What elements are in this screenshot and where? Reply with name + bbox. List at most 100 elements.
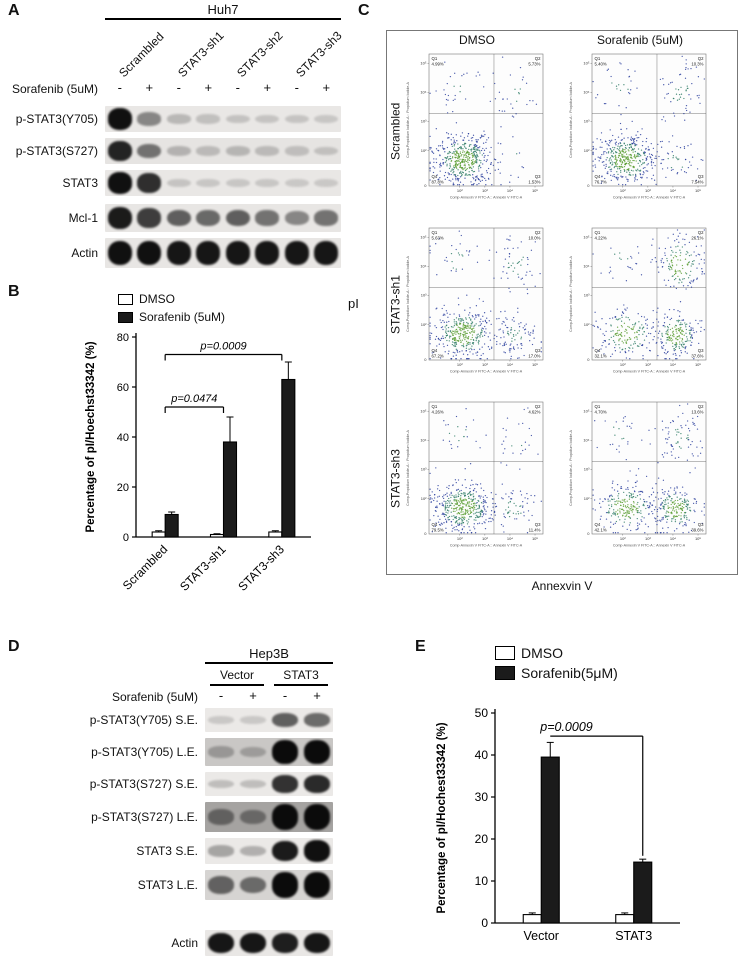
dmso-swatch [495, 646, 515, 660]
blot-strip [105, 138, 341, 164]
blot-band [239, 779, 267, 789]
blot-band [137, 240, 162, 266]
x-tick-label: 10² [620, 362, 626, 367]
y-tick-label: 10⁴ [420, 264, 426, 269]
scatter-points [592, 403, 705, 534]
y-tick-label: 10⁵ [583, 61, 589, 66]
dmso-legend-label: DMSO [521, 645, 563, 661]
y-zero-label: 0 [587, 357, 590, 362]
y-tick-label: 20 [117, 482, 129, 494]
q3-value: 37.6% [691, 354, 703, 359]
blot-band [271, 840, 299, 862]
flow-y-axis-title: Comp-Propidium Iodide-A :: Propidium Iod… [406, 256, 410, 332]
blot-band [303, 740, 331, 764]
scatter-points [429, 230, 542, 360]
blot-band [314, 241, 339, 265]
q4-value: 42.1% [595, 528, 607, 533]
x-tick-label: 10⁵ [695, 188, 701, 193]
blot-strip [105, 106, 341, 132]
q4-label: Q4 [595, 174, 601, 179]
y-tick-label: 10² [421, 496, 427, 501]
blot-band [314, 210, 339, 226]
q1-label: Q1 [595, 404, 601, 409]
panel-b-legend: DMSO Sorafenib (5uM) [118, 292, 225, 328]
panel-c-row-label-sh1: STAT3-sh1 [388, 275, 403, 335]
blot-band [314, 114, 339, 124]
flow-x-axis-title: Comp-Annexin V FITC-A :: Annexin V FITC-… [450, 196, 523, 200]
panel-d-cell-line: Hep3B [249, 646, 289, 661]
blot-band [166, 178, 191, 188]
y-tick-label: 10⁴ [420, 438, 426, 443]
blot-label: p-STAT3(S727) S.E. [89, 777, 198, 791]
treatment-sign: + [313, 688, 321, 703]
panel-d-group-stat3: STAT3 [283, 668, 319, 682]
q3-label: Q3 [535, 348, 541, 353]
q4-label: Q4 [432, 348, 438, 353]
blot-band [284, 178, 309, 188]
p-value: p=0.0009 [199, 341, 246, 353]
blot-label: Actin [171, 936, 198, 950]
y-tick-label: 20 [475, 832, 489, 846]
panel-c-row-label-scrambled: Scrambled [388, 102, 403, 160]
y-tick-label: 10³ [421, 293, 427, 298]
panel-d-letter: D [8, 638, 20, 655]
y-tick-label: 10⁵ [583, 409, 589, 414]
blot-strip [205, 802, 333, 832]
panel-d-group-vector: Vector [219, 668, 255, 682]
panel-b-bar-chart: 0 20 40 60 80 Percentage of pI/Hoechst33342 (… [85, 332, 311, 594]
q1-value: 5.40% [595, 62, 607, 67]
x-tick-label: 10⁴ [670, 362, 676, 367]
flow-plot-Scrambled-Sorafenib-(5uM): 10² 10² 10³ 10³ 10⁴ 10⁴ 10⁵ 10⁵ 0 Comp-Propidium … [569, 53, 707, 200]
blot-band [239, 845, 267, 857]
flow-y-axis-title: Comp-Propidium Iodide-A :: Propidium Iod… [569, 256, 573, 332]
dmso-swatch [118, 293, 133, 305]
q1-label: Q1 [432, 56, 438, 61]
panel-c-letter: C [358, 2, 370, 19]
lane-group-label-scrambled: Scrambled [116, 29, 167, 80]
q2-value: 10.0% [528, 236, 540, 241]
blot-band [314, 146, 339, 156]
flow-y-axis-title: Comp-Propidium Iodide-A :: Propidium Iod… [569, 82, 573, 158]
blot-label: Actin [71, 246, 98, 260]
sorafenib-legend-label: Sorafenib (5uM) [139, 310, 226, 324]
treatment-sign: + [263, 80, 272, 95]
x-tick-label: 10³ [482, 536, 488, 541]
legend-row-sorafenib: Sorafenib(5μM) [495, 665, 618, 681]
blot-band [303, 840, 331, 862]
y-tick-label: 10⁴ [583, 438, 589, 443]
flow-x-axis-title: Comp-Annexin V FITC-A :: Annexin V FITC-… [613, 196, 686, 200]
q3-value: 1.53% [528, 180, 540, 185]
blot-label: p-STAT3(Y705) [15, 112, 98, 126]
blot-band [207, 715, 235, 725]
blot-label: p-STAT3(S727) L.E. [91, 810, 198, 824]
blot-band [137, 173, 162, 193]
q1-label: Q1 [595, 56, 601, 61]
panel-c-row-label-sh3: STAT3-sh3 [388, 449, 403, 509]
blot-band [137, 112, 162, 126]
y-tick-label: 60 [117, 382, 129, 394]
bar-Sorafenib-(5uM) [281, 378, 296, 538]
blot-band [239, 809, 267, 825]
blot-band [196, 209, 221, 227]
q4-value: 76.7% [595, 180, 607, 185]
scatter-points [429, 407, 542, 534]
panel-d-treatment-label: Sorafenib (5uM) [111, 690, 198, 704]
flow-x-axis-title: Comp-Annexin V FITC-A :: Annexin V FITC-… [450, 544, 523, 548]
legend-row-dmso: DMSO [118, 292, 225, 306]
treatment-sign: + [145, 80, 154, 95]
blot-strip [105, 204, 341, 232]
flow-plot-frame [428, 227, 544, 361]
y-tick-label: 10⁴ [420, 90, 426, 95]
sorafenib-legend-label: Sorafenib(5μM) [521, 665, 618, 681]
panel-c-col-header-dmso: DMSO [459, 33, 495, 47]
q2-value: 26.1% [691, 236, 703, 241]
blot-band [196, 241, 221, 265]
blot-band [284, 210, 309, 226]
flow-x-axis-title: Comp-Annexin V FITC-A :: Annexin V FITC-… [613, 370, 686, 374]
blot-label: STAT3 [62, 176, 98, 190]
blot-band [166, 209, 191, 227]
p-value: p=0.0474 [170, 393, 217, 405]
y-tick-label: 0 [481, 916, 488, 930]
y-tick-label: 10⁵ [420, 235, 426, 240]
blot-band [255, 114, 280, 124]
